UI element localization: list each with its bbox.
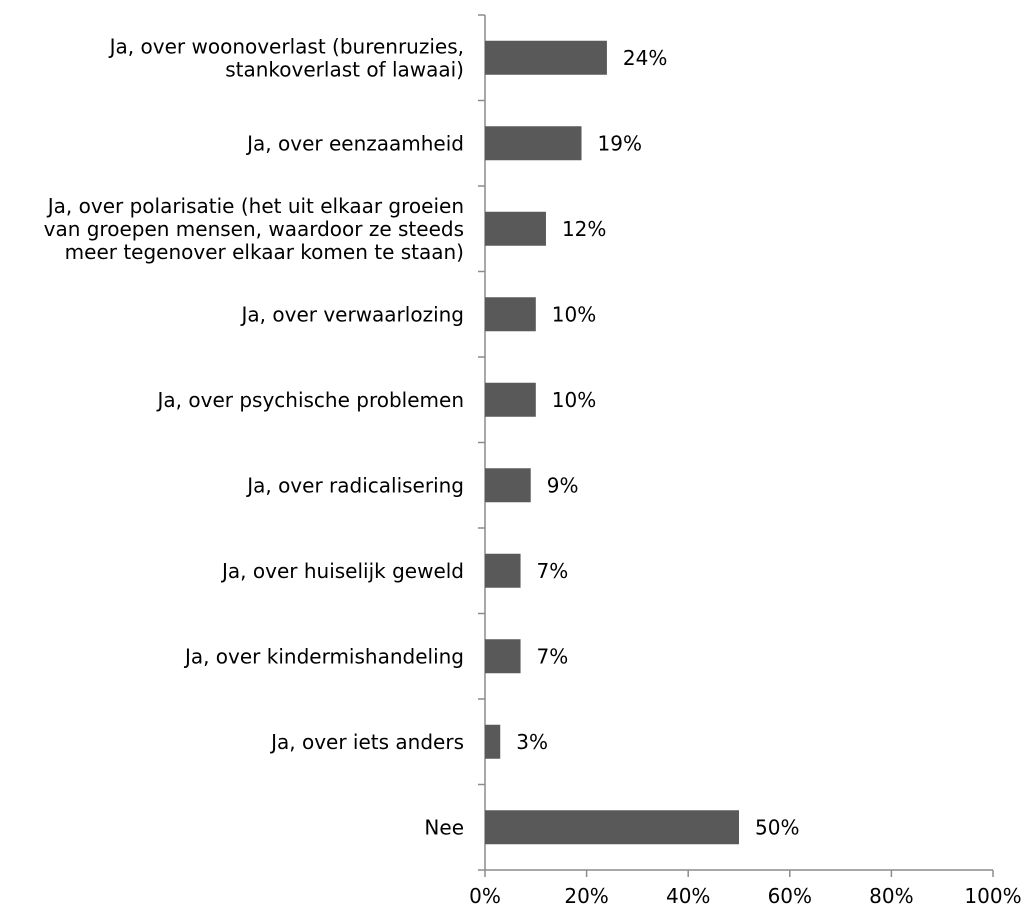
category-label: Ja, over psychische problemen [156, 388, 465, 412]
bar [485, 810, 739, 845]
bar [485, 126, 582, 161]
data-label: 7% [537, 559, 569, 583]
category-label: Ja, over huiselijk geweld [220, 559, 464, 583]
bar [485, 468, 531, 503]
category-label: Ja, over polarisatie (het uit elkaar gro… [44, 194, 464, 264]
bar [485, 382, 536, 417]
category-label: Ja, over woonoverlast (burenruzies, stank… [108, 34, 464, 81]
data-label: 3% [516, 730, 548, 754]
bar [485, 40, 607, 75]
data-label: 10% [552, 388, 596, 412]
bar [485, 724, 501, 759]
value-labels: 24% 19% 12% 10% 10% 9% 7% 7% 3% 50% [516, 46, 799, 840]
data-label: 12% [562, 217, 606, 241]
x-axis-ticks: 0% 20% 40% 60% 80% 100% [469, 884, 1021, 908]
x-tick-label: 0% [469, 884, 501, 908]
bar [485, 553, 521, 588]
bar [485, 297, 536, 332]
x-tick-label: 100% [964, 884, 1021, 908]
category-labels: Ja, over woonoverlast (burenruzies, stank… [44, 34, 464, 839]
data-label: 9% [547, 473, 579, 497]
bar [485, 639, 521, 674]
data-label: 7% [537, 644, 569, 668]
category-label: Ja, over kindermishandeling [183, 644, 464, 668]
category-label: Ja, over verwaarlozing [240, 302, 465, 326]
x-tick-label: 60% [768, 884, 812, 908]
category-label: Nee [424, 815, 464, 839]
category-label: Ja, over iets anders [269, 730, 464, 754]
x-tick-label: 20% [564, 884, 608, 908]
data-label: 24% [623, 46, 667, 70]
bars [485, 40, 739, 845]
category-label: Ja, over eenzaamheid [245, 131, 464, 155]
category-label: Ja, over radicalisering [245, 473, 464, 497]
data-label: 19% [598, 131, 642, 155]
data-label: 50% [755, 815, 799, 839]
x-tick-label: 40% [666, 884, 710, 908]
x-tick-label: 80% [869, 884, 913, 908]
data-label: 10% [552, 302, 596, 326]
bar [485, 211, 546, 246]
